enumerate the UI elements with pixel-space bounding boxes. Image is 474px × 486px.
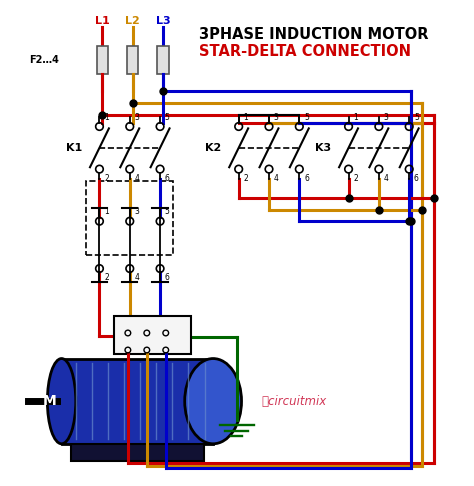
Text: 5: 5 [304,113,309,122]
Text: V1: V1 [141,321,152,330]
Text: ⓘcircuitmix: ⓘcircuitmix [261,395,326,408]
Text: 2: 2 [104,174,109,183]
Text: 4: 4 [383,174,389,183]
Bar [157,46,169,74]
Bar [71,444,204,461]
Ellipse shape [185,359,242,444]
Text: L3: L3 [155,16,170,26]
Text: 2: 2 [353,174,358,183]
Text: 1: 1 [104,208,109,216]
Text: W1: W1 [159,321,173,330]
Text: L1: L1 [95,16,109,26]
Text: 2: 2 [244,174,248,183]
Text: 6: 6 [165,174,170,183]
Text: 6: 6 [165,273,170,282]
Text: U2: U2 [160,338,172,347]
Text: 3: 3 [383,113,389,122]
Text: 1: 1 [244,113,248,122]
Text: 4: 4 [135,174,139,183]
Bar [127,46,138,74]
Bar [114,316,191,354]
Text: 1: 1 [353,113,358,122]
Text: 5: 5 [165,113,170,122]
Text: U1: U1 [122,321,134,330]
Text: 5: 5 [165,208,170,216]
Text: K3: K3 [315,143,331,153]
Text: M: M [43,394,57,408]
Text: W2: W2 [140,338,154,347]
Text: 3: 3 [135,113,139,122]
Text: 4: 4 [135,273,139,282]
Text: 2: 2 [104,273,109,282]
Text: 3PHASE INDUCTION MOTOR: 3PHASE INDUCTION MOTOR [199,27,428,42]
Text: STAR-DELTA CONNECTION: STAR-DELTA CONNECTION [199,44,411,59]
Text: 6: 6 [304,174,309,183]
Text: K2: K2 [205,143,222,153]
Text: 3: 3 [135,208,139,216]
Bar [62,359,213,444]
Bar [97,46,108,74]
Text: K1: K1 [66,143,82,153]
Text: 3: 3 [274,113,279,122]
Text: L2: L2 [125,16,140,26]
Text: 1: 1 [104,113,109,122]
Text: 4: 4 [274,174,279,183]
Ellipse shape [47,359,76,444]
Bar [86,181,173,255]
Text: 5: 5 [414,113,419,122]
Text: 6: 6 [414,174,419,183]
Text: V2: V2 [122,338,134,347]
Text: F2…4: F2…4 [29,55,59,65]
